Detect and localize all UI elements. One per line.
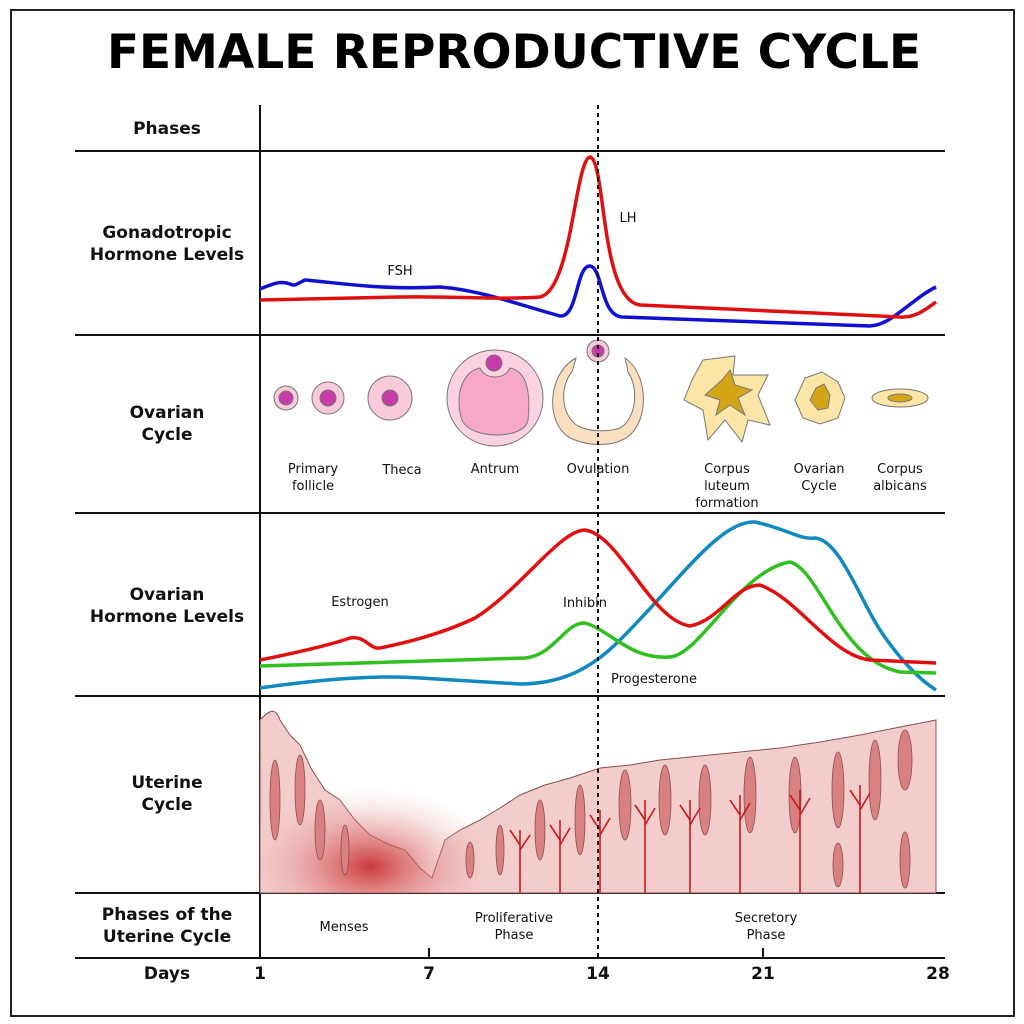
row-label-ovarian-cycle-2: Cycle bbox=[142, 425, 193, 445]
row-label-gonadotropic-2: Hormone Levels bbox=[90, 245, 244, 265]
day-tick-label: 7 bbox=[423, 964, 435, 984]
phase-menses: Menses bbox=[320, 920, 369, 935]
estrogen-curve bbox=[259, 528, 937, 665]
day-tick-label: 1 bbox=[254, 964, 266, 984]
stage-label: Ovarian bbox=[793, 462, 844, 477]
stage-label: follicle bbox=[292, 479, 334, 494]
phase-proliferative: Proliferative bbox=[475, 911, 553, 926]
inhibin-label: Inhibin bbox=[563, 596, 607, 611]
day-tick-label: 28 bbox=[926, 964, 950, 984]
lh-curve bbox=[259, 155, 938, 319]
day-tick-label: 21 bbox=[751, 964, 775, 984]
uterine-glands bbox=[269, 729, 913, 889]
theca-icon bbox=[367, 375, 413, 421]
antrum-icon bbox=[446, 349, 544, 447]
stage-label: Cycle bbox=[801, 479, 837, 494]
blood-vessels bbox=[509, 785, 871, 893]
ovarian-cycle-icon bbox=[794, 371, 846, 425]
row-label-phases: Phases bbox=[133, 119, 201, 139]
ovarian-stage-labels: Primary follicle Theca Antrum Ovulation … bbox=[288, 462, 927, 511]
day-tick-label: 14 bbox=[586, 964, 610, 984]
fsh-label: FSH bbox=[387, 264, 412, 279]
estrogen-label: Estrogen bbox=[331, 595, 389, 610]
row-label-uterine-phases-2: Uterine Cycle bbox=[103, 927, 231, 947]
stage-label: Corpus bbox=[877, 462, 923, 477]
page-title: FEMALE REPRODUCTIVE CYCLE bbox=[107, 25, 921, 80]
stage-label: formation bbox=[695, 496, 758, 511]
row-label-gonadotropic-1: Gonadotropic bbox=[102, 223, 231, 243]
stage-label: albicans bbox=[873, 479, 927, 494]
fsh-curve bbox=[259, 264, 937, 328]
phase-secretory: Secretory bbox=[735, 911, 798, 926]
stage-label: Theca bbox=[381, 463, 421, 478]
phase-proliferative: Phase bbox=[495, 928, 534, 943]
row-label-uterine-phases-1: Phases of the bbox=[102, 905, 232, 925]
row-label-uterine-cycle-2: Cycle bbox=[142, 795, 193, 815]
lh-label: LH bbox=[619, 211, 636, 226]
stage-label: Antrum bbox=[471, 462, 519, 477]
stage-label: luteum bbox=[704, 479, 750, 494]
row-label-days: Days bbox=[144, 964, 190, 984]
inhibin-curve bbox=[259, 560, 937, 675]
stage-label: Primary bbox=[288, 462, 339, 477]
phase-secretory: Phase bbox=[747, 928, 786, 943]
progesterone-label: Progesterone bbox=[611, 672, 697, 687]
ovarian-stage-illustrations bbox=[273, 339, 929, 447]
stage-label: Ovulation bbox=[567, 462, 630, 477]
row-label-ovarian-hormones-2: Hormone Levels bbox=[90, 607, 244, 627]
ovulation-icon bbox=[552, 339, 644, 445]
row-label-ovarian-cycle-1: Ovarian bbox=[130, 403, 205, 423]
row-label-ovarian-hormones-1: Ovarian bbox=[130, 585, 205, 605]
stage-label: Corpus bbox=[704, 462, 750, 477]
primary-follicle-icon bbox=[273, 381, 345, 415]
corpus-albicans-icon bbox=[871, 388, 929, 408]
progesterone-curve bbox=[259, 520, 937, 692]
corpus-luteum-icon bbox=[683, 355, 771, 444]
row-label-uterine-cycle-1: Uterine bbox=[131, 773, 202, 793]
